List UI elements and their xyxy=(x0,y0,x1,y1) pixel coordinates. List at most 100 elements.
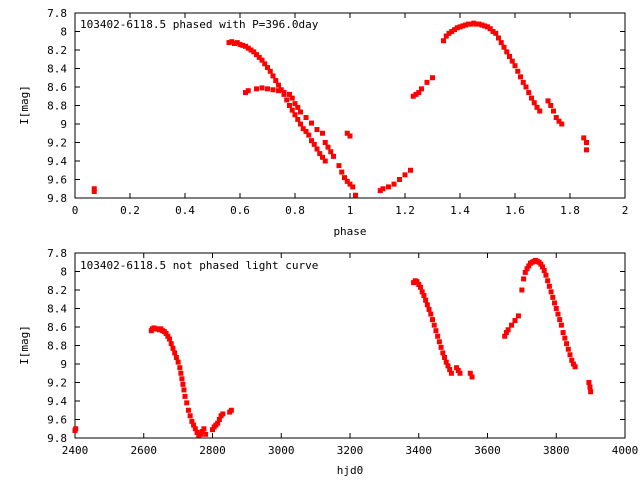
data-point xyxy=(289,107,295,113)
data-point xyxy=(416,281,422,287)
data-point xyxy=(339,169,345,175)
data-point xyxy=(524,266,530,272)
data-point xyxy=(531,100,537,106)
x-tick-label: 3000 xyxy=(268,444,295,457)
data-point xyxy=(265,86,270,92)
data-point xyxy=(521,276,527,282)
data-point xyxy=(428,311,434,317)
data-point xyxy=(424,302,430,308)
data-point xyxy=(172,350,178,356)
x-tick-label: 1.8 xyxy=(560,204,580,217)
data-point xyxy=(273,78,279,84)
data-point xyxy=(325,144,331,150)
data-point xyxy=(347,133,353,139)
data-point xyxy=(548,103,554,108)
unphased-plot-panel: 103402-6118.5 not phased light curve hjd… xyxy=(18,247,638,477)
data-point xyxy=(419,86,424,92)
data-point xyxy=(281,90,287,96)
data-point xyxy=(440,350,446,356)
data-point xyxy=(259,57,265,63)
data-point xyxy=(347,181,353,187)
data-point xyxy=(177,365,183,371)
data-point xyxy=(298,121,303,127)
data-point xyxy=(292,101,298,107)
x-tick-label: 1.4 xyxy=(450,204,470,217)
data-point xyxy=(259,85,265,91)
data-point xyxy=(463,22,468,28)
x-tick-label: 2600 xyxy=(131,444,158,457)
x-tick-label: 2 xyxy=(622,204,629,217)
data-point xyxy=(309,120,314,126)
y-tick-label: 9.4 xyxy=(47,155,67,168)
data-point xyxy=(584,147,589,153)
data-point xyxy=(245,88,251,94)
data-point xyxy=(234,40,240,46)
y-tick-label: 9.2 xyxy=(47,377,67,390)
data-point xyxy=(558,322,564,328)
x-tick-label: 1 xyxy=(347,204,354,217)
data-point xyxy=(433,328,439,334)
data-point xyxy=(504,49,510,55)
y-tick-label: 8.2 xyxy=(47,284,67,297)
data-point xyxy=(518,74,523,80)
data-point xyxy=(443,33,449,39)
data-point xyxy=(320,130,325,136)
data-point xyxy=(449,29,455,34)
data-point xyxy=(353,192,358,198)
x-tick-label: 2400 xyxy=(62,444,89,457)
plot-frame xyxy=(74,252,626,439)
data-point xyxy=(538,261,544,267)
y-tick-label: 8.6 xyxy=(47,81,67,94)
x-tick-label: 0 xyxy=(72,204,79,217)
data-point xyxy=(168,341,174,347)
data-point xyxy=(303,128,309,134)
y-tick-label: 9.8 xyxy=(47,192,67,205)
y-tick-label: 8 xyxy=(60,266,67,279)
data-point xyxy=(505,327,511,333)
data-point xyxy=(526,90,532,96)
data-point xyxy=(567,352,573,358)
data-point xyxy=(503,330,509,336)
data-point xyxy=(380,186,386,192)
data-point xyxy=(194,429,200,435)
data-point xyxy=(502,333,508,339)
data-point xyxy=(267,68,273,74)
data-point xyxy=(501,44,507,50)
data-point xyxy=(226,40,232,46)
y-tick-label: 9.4 xyxy=(47,395,67,408)
data-point xyxy=(322,140,328,145)
data-point xyxy=(445,363,451,369)
data-point xyxy=(386,184,391,190)
x-tick-label: 3400 xyxy=(406,444,433,457)
x-tick-label: 1.6 xyxy=(505,204,525,217)
data-point xyxy=(314,127,320,133)
data-point xyxy=(438,344,444,350)
data-point xyxy=(408,167,413,173)
data-point xyxy=(402,172,408,178)
data-point xyxy=(215,420,221,426)
data-point xyxy=(487,26,493,32)
data-point xyxy=(73,426,79,432)
data-point xyxy=(467,370,473,376)
data-point xyxy=(303,115,309,121)
y-axis-label: I[mag] xyxy=(18,325,31,365)
data-point xyxy=(254,52,259,58)
y-tick-label: 8.4 xyxy=(47,303,67,316)
data-point xyxy=(311,141,317,147)
data-point xyxy=(342,175,347,181)
x-tick-label: 3600 xyxy=(474,444,501,457)
data-point xyxy=(586,380,592,385)
x-tick-label: 0.8 xyxy=(285,204,305,217)
data-point xyxy=(447,367,453,373)
chart-title: 103402-6118.5 phased with P=396.0day xyxy=(80,18,319,31)
data-point xyxy=(557,317,563,323)
data-point xyxy=(442,355,448,361)
data-point xyxy=(181,387,187,393)
data-point xyxy=(588,389,594,395)
y-tick-label: 9.6 xyxy=(47,174,67,187)
data-point xyxy=(534,104,540,110)
data-point xyxy=(170,345,176,351)
data-point xyxy=(91,189,97,195)
data-point xyxy=(482,23,488,29)
